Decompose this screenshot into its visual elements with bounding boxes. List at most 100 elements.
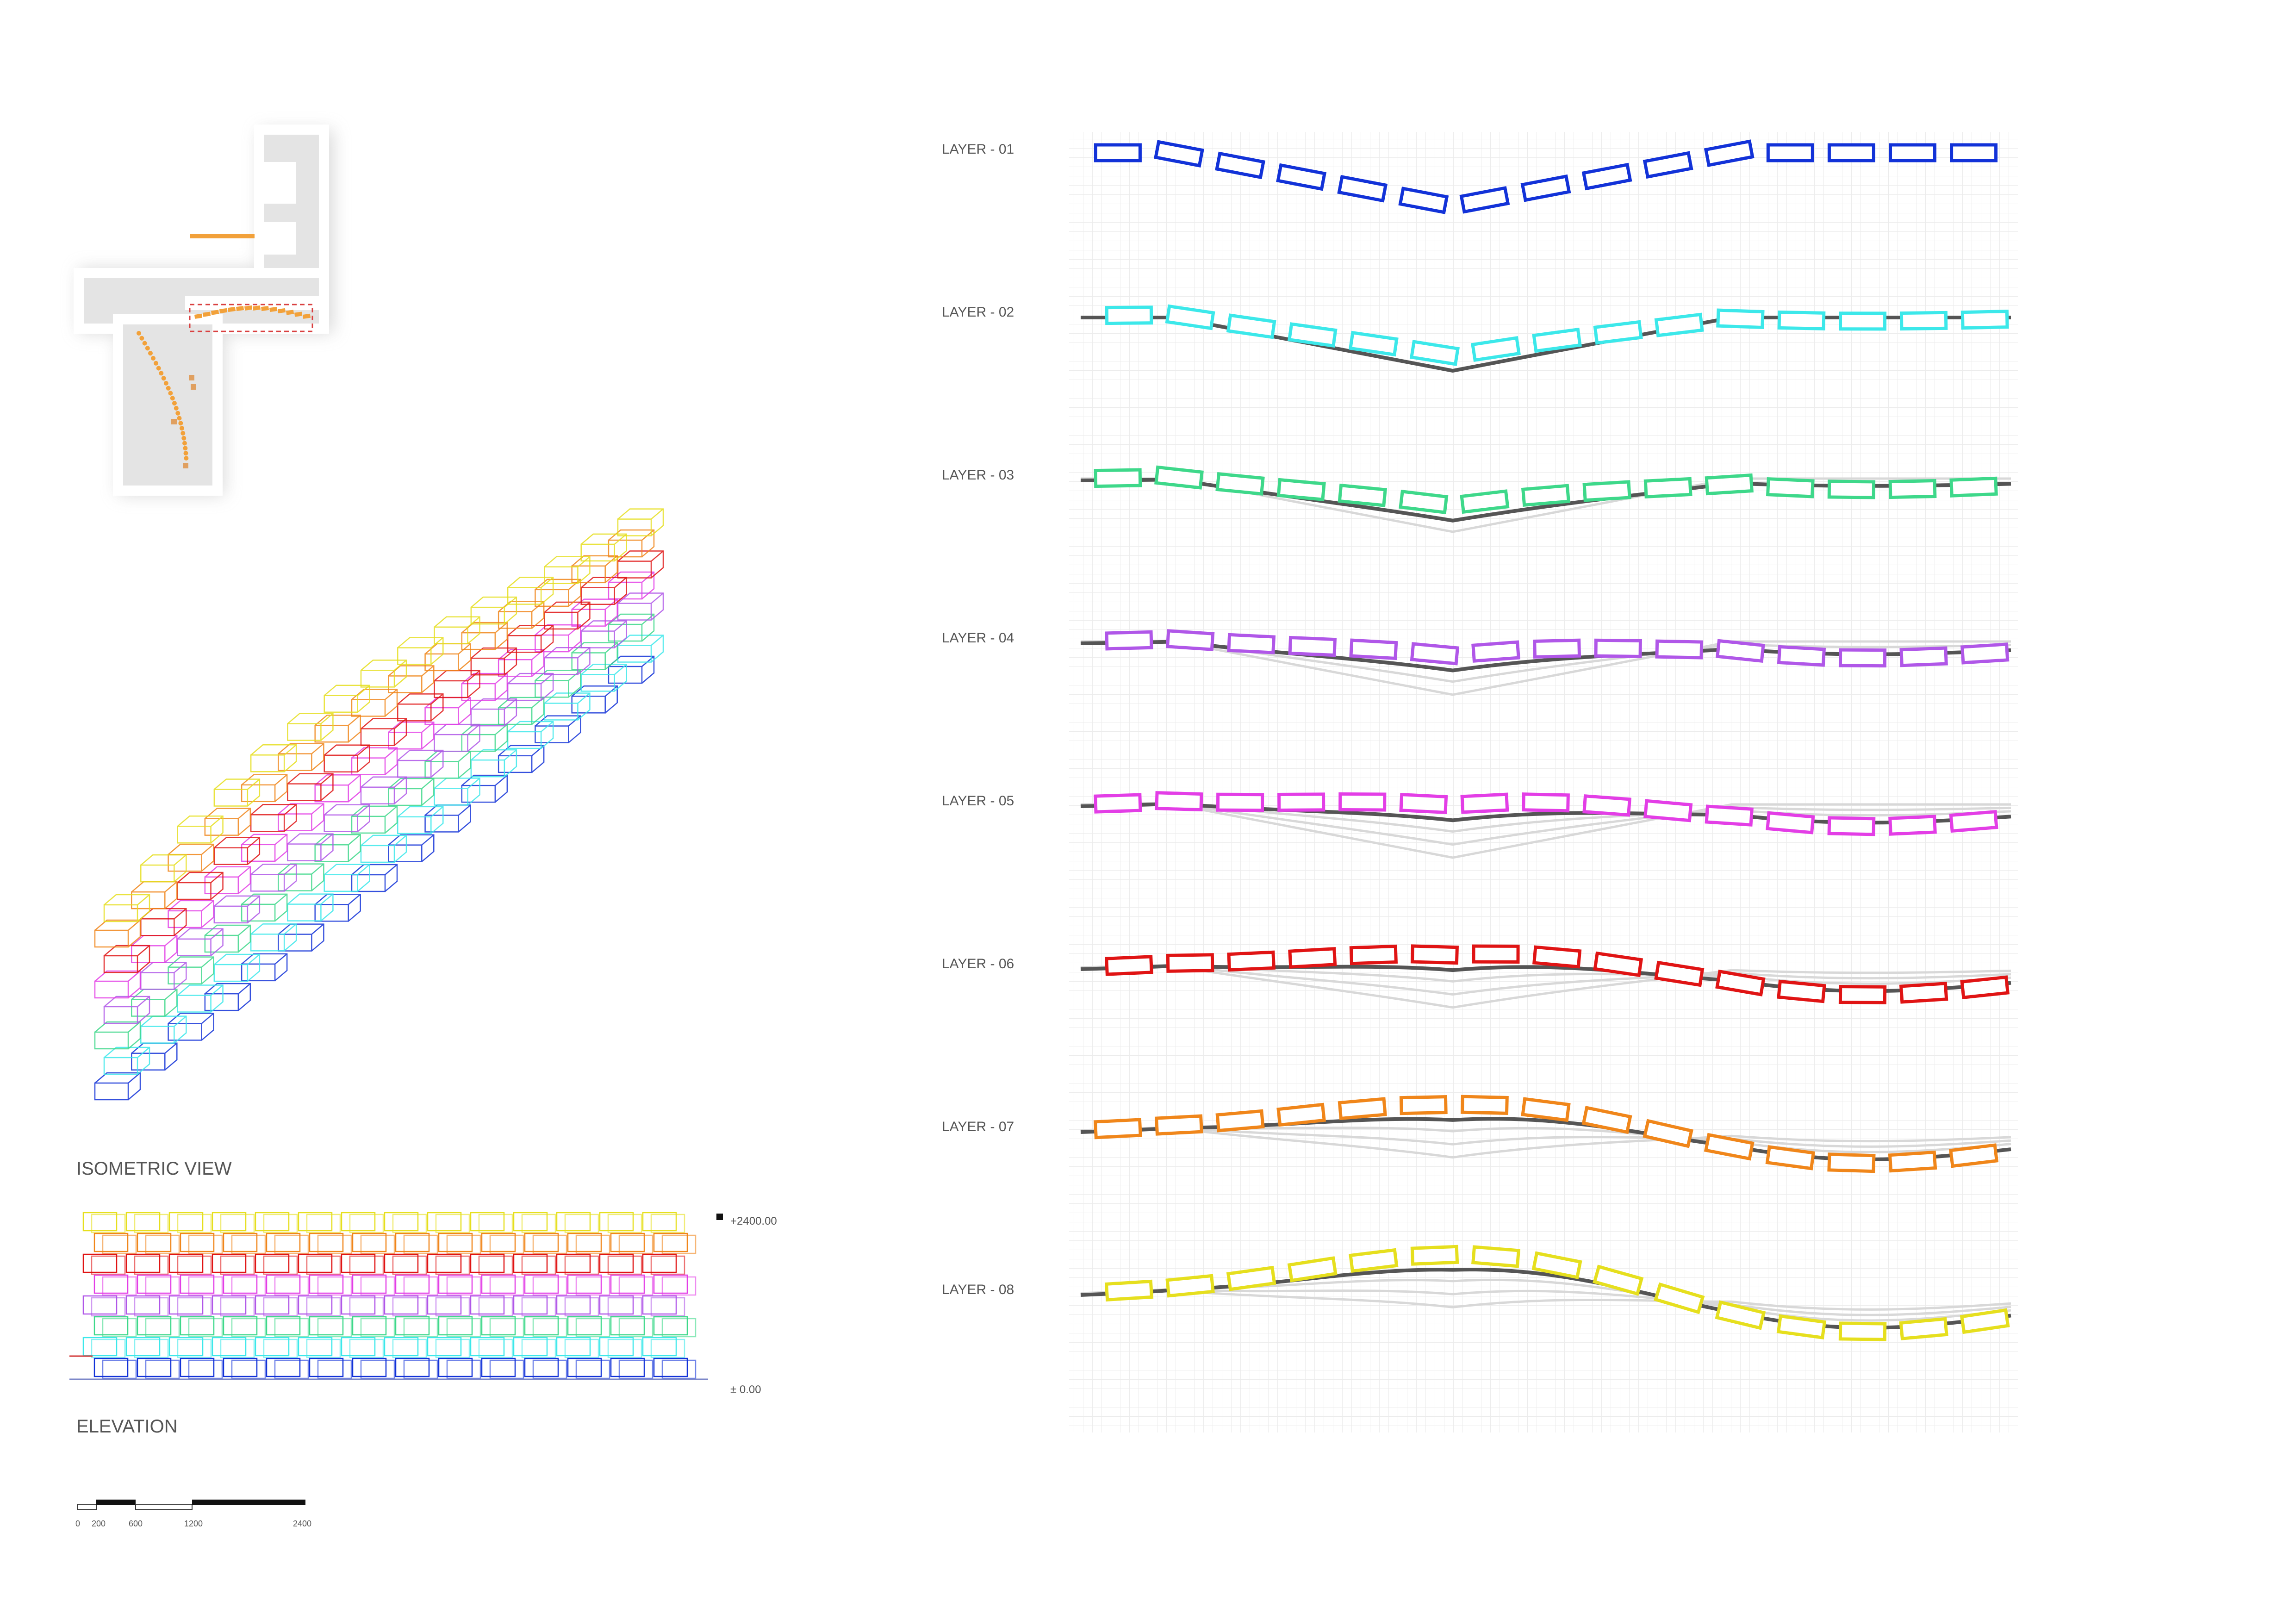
iso-block-layer-6 bbox=[250, 804, 297, 832]
layer-1-block bbox=[1459, 186, 1510, 214]
plan-dot bbox=[153, 361, 158, 366]
iso-block-layer-6 bbox=[434, 670, 480, 698]
plan-column bbox=[189, 375, 194, 380]
layer-4-block bbox=[1899, 646, 1948, 667]
layer-8-diagram: LAYER - 08 bbox=[942, 1245, 2011, 1341]
layer-diagrams: LAYER - 01 LAYER - 02 LAYER - 03 LAYER - 04… bbox=[942, 139, 2011, 1341]
isometric-view-drawing bbox=[94, 508, 664, 1101]
layer-7-block bbox=[1521, 1097, 1571, 1122]
plan-column bbox=[191, 384, 196, 390]
layer-2-block bbox=[1593, 320, 1643, 345]
iso-block-layer-4 bbox=[287, 833, 334, 861]
layer-6-block bbox=[1227, 950, 1276, 972]
iso-block-layer-4 bbox=[507, 673, 554, 701]
isometric-view-title: ISOMETRIC VIEW bbox=[76, 1158, 232, 1179]
layer-8-block bbox=[1593, 1264, 1644, 1296]
layer-4-block bbox=[1349, 638, 1398, 660]
iso-block-layer-8 bbox=[103, 894, 150, 922]
layer-4-block bbox=[1165, 629, 1215, 651]
layer-3-block bbox=[1338, 483, 1388, 507]
iso-block-layer-7 bbox=[535, 579, 581, 607]
scale-bar: 0 200 600 1200 2400 bbox=[75, 1500, 311, 1528]
plan-dot bbox=[137, 331, 141, 336]
layer-3-label: LAYER - 03 bbox=[942, 467, 1014, 483]
plan-path-dots bbox=[137, 331, 196, 468]
layer-2-block bbox=[1471, 336, 1521, 362]
iso-block-layer-7 bbox=[571, 555, 618, 584]
plan-block bbox=[303, 313, 311, 319]
iso-block-layer-4 bbox=[324, 804, 370, 833]
plan-installation-curve bbox=[194, 305, 311, 319]
plan-dot bbox=[175, 411, 180, 416]
iso-block-layer-7 bbox=[351, 689, 398, 717]
layer-1-block bbox=[1337, 174, 1388, 203]
layer-5-block bbox=[1338, 792, 1387, 812]
layer-2-block bbox=[1654, 312, 1704, 337]
plan-dot bbox=[166, 386, 171, 391]
iso-block-layer-2 bbox=[470, 749, 517, 778]
layer-5-block bbox=[1582, 794, 1631, 817]
iso-block-layer-3 bbox=[131, 989, 178, 1017]
layer-5-block bbox=[1522, 792, 1570, 813]
elevation-row-7 bbox=[93, 1233, 697, 1254]
layer-7-block bbox=[1215, 1109, 1265, 1133]
plan-block bbox=[211, 310, 219, 315]
plan-column bbox=[183, 463, 188, 468]
plan-block bbox=[194, 313, 203, 319]
iso-block-layer-7 bbox=[131, 881, 178, 909]
iso-block-layer-2 bbox=[250, 923, 297, 952]
layer-7-block bbox=[1093, 1118, 1142, 1140]
iso-block-layer-6 bbox=[617, 550, 664, 579]
iso-block-layer-7 bbox=[314, 714, 361, 743]
layer-2-block bbox=[1839, 311, 1887, 331]
layer-1-block bbox=[1643, 151, 1693, 179]
layer-2-block bbox=[1777, 310, 1826, 330]
layer-6-diagram: LAYER - 06 bbox=[942, 944, 2011, 1009]
layer-6-block bbox=[1166, 953, 1214, 973]
layer-7-block bbox=[1827, 1152, 1876, 1173]
layer-8-block bbox=[1960, 1308, 2010, 1334]
plan-dot bbox=[180, 431, 186, 436]
layer-1-block bbox=[1154, 140, 1204, 168]
base-level-label: ± 0.00 bbox=[730, 1383, 761, 1396]
iso-block-layer-2 bbox=[213, 953, 261, 982]
layer-4-block bbox=[1838, 648, 1887, 668]
iso-block-layer-5 bbox=[131, 935, 178, 963]
layer-6-block bbox=[1654, 960, 1705, 987]
layer-2-block bbox=[1226, 313, 1276, 339]
plan-column bbox=[171, 419, 177, 424]
layer-3-block bbox=[1888, 479, 1937, 499]
layer-3-block bbox=[1154, 465, 1204, 490]
layer-6-block bbox=[1472, 944, 1520, 964]
layer-6-block bbox=[1593, 951, 1643, 978]
layer-1-block bbox=[1520, 174, 1571, 202]
iso-block-layer-7 bbox=[168, 843, 214, 872]
plan-dot bbox=[178, 421, 183, 426]
layer-6-block bbox=[1960, 975, 2010, 999]
iso-block-layer-1 bbox=[314, 894, 361, 922]
elevation-title: ELEVATION bbox=[76, 1416, 178, 1437]
layer-1-diagram: LAYER - 01 bbox=[942, 139, 1998, 214]
layer-6-label: LAYER - 06 bbox=[942, 956, 1014, 971]
iso-block-layer-2 bbox=[140, 1015, 187, 1044]
layer-8-block bbox=[1471, 1245, 1521, 1268]
ghost-guide bbox=[1080, 802, 2011, 846]
plan-dot bbox=[181, 436, 187, 441]
iso-block-layer-4 bbox=[470, 698, 517, 727]
layer-6-block bbox=[1105, 955, 1153, 976]
plan-block bbox=[253, 305, 261, 311]
layer-8-block bbox=[1654, 1282, 1705, 1314]
iso-block-layer-1 bbox=[571, 685, 618, 714]
scale-tick-600: 600 bbox=[129, 1519, 143, 1528]
iso-block-layer-6 bbox=[397, 693, 444, 722]
iso-block-layer-1 bbox=[168, 1013, 214, 1041]
layer-5-block bbox=[1949, 810, 1998, 833]
iso-block-layer-3 bbox=[388, 778, 435, 806]
plan-dot bbox=[168, 391, 173, 396]
layer-1-block bbox=[1398, 187, 1449, 214]
layer-3-block bbox=[1094, 468, 1142, 488]
iso-block-layer-5 bbox=[314, 774, 361, 803]
iso-block-layer-5 bbox=[424, 697, 471, 725]
iso-block-layer-4 bbox=[250, 864, 297, 892]
